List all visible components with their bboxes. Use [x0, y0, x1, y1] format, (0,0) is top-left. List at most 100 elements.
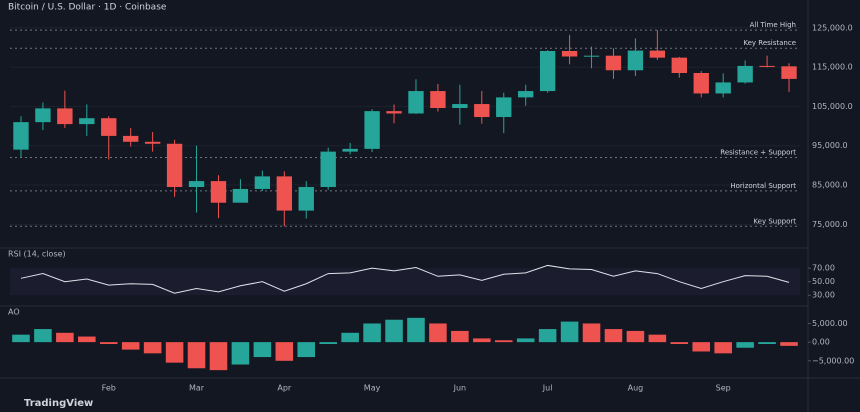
candle-body	[386, 111, 402, 114]
level-label: All Time High	[750, 21, 796, 29]
ao-bar	[670, 342, 689, 344]
candle-body	[759, 65, 775, 67]
x-tick-label: Feb	[102, 384, 116, 393]
candle-body	[320, 151, 336, 187]
level-label: Horizontal Support	[730, 182, 796, 190]
y-tick-label: 85,000.0	[812, 181, 848, 190]
candle-body	[188, 181, 205, 187]
y-tick-label: 70.00	[812, 264, 835, 273]
rsi-line	[20, 264, 790, 294]
candle-body	[715, 82, 731, 94]
ao-bar	[165, 342, 184, 363]
ao-bar	[275, 342, 294, 361]
ao-bar	[516, 338, 535, 343]
ao-bar	[758, 342, 776, 344]
candle-body	[627, 50, 644, 71]
candle-body	[342, 148, 358, 152]
ao-bar	[99, 342, 118, 344]
ao-bar	[429, 323, 447, 343]
candle-body	[561, 50, 578, 57]
candle-body	[57, 108, 73, 125]
ao-bar	[780, 342, 798, 346]
candle-body	[13, 122, 29, 150]
x-tick-label: Jul	[542, 384, 553, 393]
candle-body	[430, 91, 446, 108]
x-tick-label: Jun	[453, 384, 467, 393]
ao-bar	[319, 342, 337, 344]
y-tick-label: 95,000.0	[812, 141, 848, 150]
ao-bar	[253, 342, 272, 358]
y-tick-label: 30.00	[812, 291, 835, 300]
ao-bar	[451, 330, 469, 343]
level-label: Resistance + Support	[720, 149, 796, 157]
candle-body	[101, 118, 117, 136]
ao-bar	[648, 334, 667, 343]
candle-body	[35, 108, 51, 123]
candle-body	[298, 187, 314, 211]
candle-body	[254, 176, 271, 189]
ao-bar	[385, 319, 403, 343]
candle-body	[649, 50, 666, 58]
candle-body	[79, 118, 95, 125]
candle-body	[408, 91, 424, 114]
ao-bar	[12, 334, 30, 343]
x-tick-label: May	[364, 384, 381, 393]
ao-title: AO	[8, 308, 20, 317]
candle-body	[539, 50, 556, 92]
rsi-band	[10, 268, 800, 296]
ao-bar	[604, 329, 623, 343]
ao-bar	[407, 317, 425, 343]
ao-bar	[143, 342, 162, 354]
ao-bar	[692, 342, 711, 352]
level-label: Key Resistance	[743, 39, 796, 47]
ao-bar	[78, 336, 96, 343]
candle-body	[496, 97, 512, 118]
ao-bar	[714, 342, 732, 354]
ao-bar	[560, 321, 579, 343]
ao-bar	[582, 323, 601, 343]
candle-body	[693, 73, 709, 94]
candle-body	[364, 111, 380, 149]
candle-body	[452, 104, 468, 108]
y-tick-label: −5,000.00	[812, 356, 854, 365]
y-tick-label: 0.00	[812, 338, 830, 347]
y-tick-label: 5,000.00	[812, 319, 848, 328]
x-tick-label: Sep	[716, 384, 731, 393]
candle-body	[671, 57, 687, 73]
candle-body	[232, 188, 249, 203]
level-label: Key Support	[753, 217, 796, 225]
chart-title: Bitcoin / U.S. Dollar · 1D · Coinbase	[8, 3, 167, 13]
ao-bar	[538, 329, 557, 343]
candle-body	[144, 141, 161, 144]
x-tick-label: Mar	[189, 384, 205, 393]
y-tick-label: 75,000.0	[812, 220, 848, 229]
y-tick-label: 125,000.0	[812, 23, 853, 32]
x-tick-label: Aug	[628, 384, 644, 393]
ao-bar	[736, 342, 754, 348]
ao-bar	[34, 329, 52, 343]
ao-bar	[363, 323, 381, 343]
ao-bar	[341, 332, 359, 343]
brand: TradingView	[24, 398, 93, 409]
candle-body	[605, 55, 622, 71]
candle-body	[781, 66, 797, 79]
candle-body	[166, 143, 183, 187]
ao-bar	[187, 342, 206, 369]
candle-body	[474, 104, 490, 118]
x-tick-label: Apr	[277, 384, 292, 393]
ao-bar	[494, 340, 513, 343]
ao-bar	[473, 338, 491, 343]
ao-bar	[121, 342, 140, 350]
candle-body	[518, 91, 534, 98]
y-tick-label: 115,000.0	[812, 63, 853, 72]
ao-bar	[231, 342, 250, 365]
ao-bar	[209, 342, 228, 371]
ao-bar	[56, 332, 74, 343]
candle-body	[210, 181, 227, 203]
candle-body	[276, 176, 292, 211]
ao-bar	[626, 330, 645, 343]
candle-body	[123, 135, 139, 142]
y-tick-label: 50.00	[812, 277, 835, 286]
candle-body	[583, 55, 600, 57]
